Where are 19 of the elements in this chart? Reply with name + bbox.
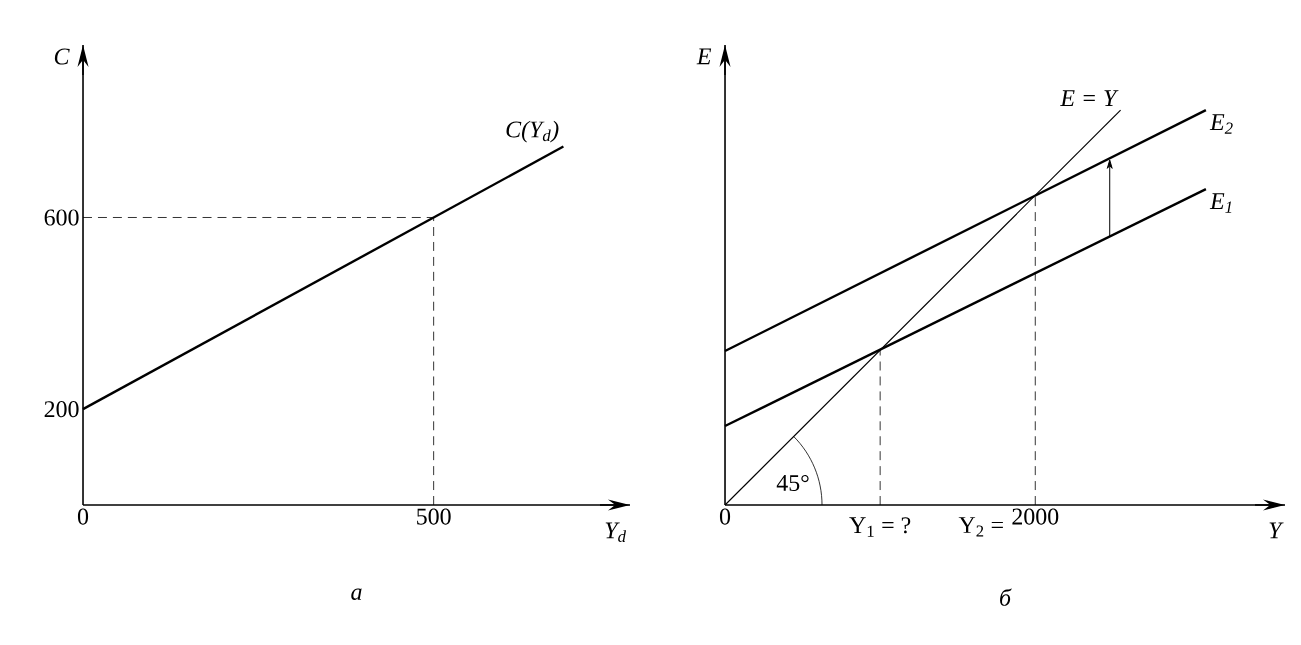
annotation: 45° [776,474,809,492]
series-label: E$_{1}$ [1209,193,1232,213]
x-tick-label: 0 [719,508,731,525]
x-tick-label: 500 [417,508,451,525]
series-label: E$_{2}$ [1209,114,1233,134]
x-tick-label: 2000 [1012,508,1059,525]
x-axis-title: Y [1269,522,1284,539]
text: б [1000,588,1012,606]
x-axis-title: Y$_{d}$ [605,522,627,543]
y-axis-title: E [696,48,712,65]
y-tick-label: 600 [44,209,79,226]
text: а [351,588,362,601]
annotation: Y$_{1}$ = ? [849,517,911,537]
y-axis-title: C [54,48,70,65]
y-tick-label: 200 [44,401,79,418]
annotation: Y$_{2}$ = [958,517,1003,537]
series-label: E = Y [1060,90,1119,106]
series-label: C(Y$_{d}$) [506,120,559,143]
x-tick-label: 0 [77,508,89,525]
